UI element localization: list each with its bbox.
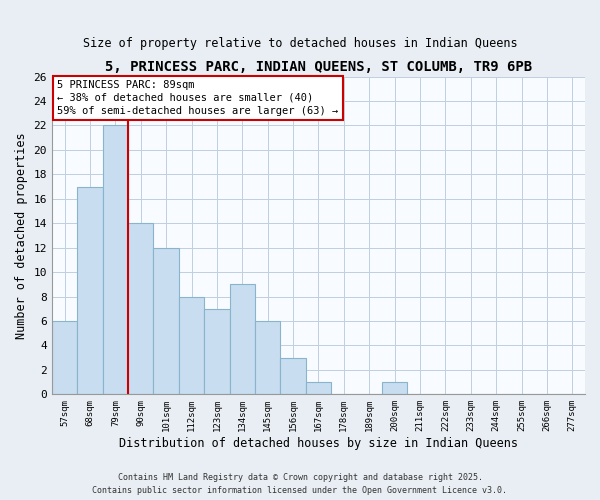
Title: 5, PRINCESS PARC, INDIAN QUEENS, ST COLUMB, TR9 6PB: 5, PRINCESS PARC, INDIAN QUEENS, ST COLU… (105, 60, 532, 74)
Bar (77, 186, 103, 394)
Text: Contains HM Land Registry data © Crown copyright and database right 2025.
Contai: Contains HM Land Registry data © Crown c… (92, 474, 508, 495)
X-axis label: Distribution of detached houses by size in Indian Queens: Distribution of detached houses by size … (119, 437, 518, 450)
Bar (204, 309, 230, 394)
Bar (382, 382, 407, 394)
Bar (179, 296, 204, 394)
Text: Size of property relative to detached houses in Indian Queens: Size of property relative to detached ho… (83, 38, 517, 51)
Text: 5 PRINCESS PARC: 89sqm
← 38% of detached houses are smaller (40)
59% of semi-det: 5 PRINCESS PARC: 89sqm ← 38% of detached… (57, 80, 338, 116)
Bar (154, 248, 179, 394)
Y-axis label: Number of detached properties: Number of detached properties (15, 132, 28, 339)
Bar (128, 223, 154, 394)
Bar (230, 284, 255, 395)
Bar (52, 321, 77, 394)
Bar (255, 321, 280, 394)
Bar (280, 358, 306, 395)
Bar (306, 382, 331, 394)
Bar (103, 126, 128, 394)
